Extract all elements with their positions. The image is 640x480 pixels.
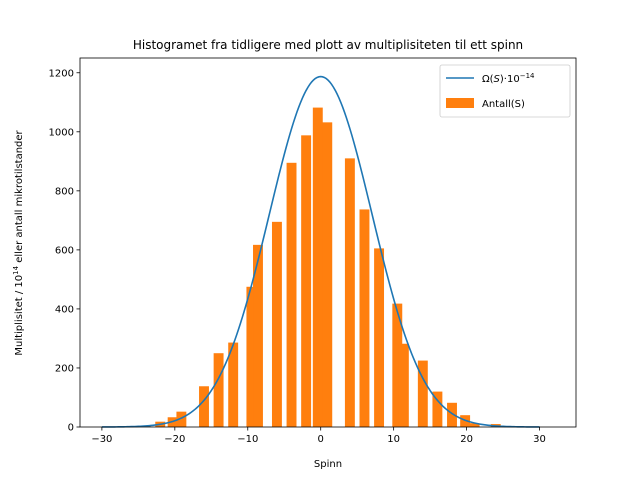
histogram-bar <box>398 343 409 427</box>
y-axis-label: Multiplisitet / 1014 eller antall mikrot… <box>12 129 25 355</box>
plot-frame <box>79 57 577 428</box>
histogram-bar <box>417 360 428 427</box>
histogram-bar <box>344 158 355 427</box>
histogram-bar <box>213 353 224 427</box>
x-tick-label: 20 <box>460 434 473 445</box>
legend-line-label-var: S <box>494 74 501 85</box>
y-tick-label: 800 <box>55 186 74 197</box>
histogram-bar <box>392 303 403 427</box>
x-axis-ticks: −30 −20 −10 0 10 20 30 <box>91 427 546 445</box>
x-tick-label: −10 <box>237 434 258 445</box>
y-tick-label: 1200 <box>49 68 74 79</box>
histogram-bar <box>176 411 187 427</box>
histogram-bar <box>432 391 443 427</box>
histogram-bar <box>199 386 209 427</box>
omega-curve <box>101 75 540 428</box>
histogram-bar <box>301 135 312 427</box>
y-axis-label-part: Multiplisitet / 10 <box>14 275 25 356</box>
y-tick-label: 1000 <box>49 127 74 138</box>
histogram-bar <box>253 244 263 427</box>
histogram-bar <box>312 107 323 427</box>
x-tick-label: 10 <box>387 434 400 445</box>
legend-bar-label: Antall(S) <box>482 99 525 110</box>
y-axis-ticks: 0 200 400 600 800 1000 1200 <box>49 68 80 434</box>
y-tick-label: 600 <box>55 245 74 256</box>
legend-line-label-exponent: −14 <box>520 72 535 80</box>
y-tick-label: 200 <box>55 363 74 374</box>
histogram-bar <box>246 286 257 427</box>
bar-series <box>140 107 501 428</box>
x-tick-label: −30 <box>91 434 112 445</box>
legend-bar-swatch <box>446 98 474 108</box>
x-axis-label: Spinn <box>314 459 342 470</box>
x-tick-label: 30 <box>533 434 546 445</box>
histogram-bar <box>359 209 370 427</box>
histogram-bar <box>374 248 385 427</box>
y-tick-label: 400 <box>55 304 74 315</box>
y-axis-label-exponent: 14 <box>12 265 20 274</box>
histogram-bar <box>286 162 297 428</box>
histogram-bar <box>271 221 282 427</box>
legend-line-label: Ω(S)·10−14 <box>482 72 535 85</box>
chart-title: Histogramet fra tidligere med plott av m… <box>133 38 523 52</box>
y-tick-label: 0 <box>68 423 74 434</box>
legend: Ω(S)·10−14 Antall(S) <box>439 64 571 118</box>
x-tick-label: −20 <box>164 434 185 445</box>
legend-line-label-part: Ω( <box>482 74 494 85</box>
histogram-bar <box>447 402 457 427</box>
histogram-bar <box>469 423 480 427</box>
histogram-bar <box>460 415 471 427</box>
x-tick-label: 0 <box>318 434 324 445</box>
legend-line-label-part: )·10 <box>500 74 520 85</box>
histogram-bar <box>322 122 333 427</box>
histogram-bar <box>228 342 239 427</box>
y-axis-label-part: eller antall mikrotilstander <box>14 129 25 265</box>
